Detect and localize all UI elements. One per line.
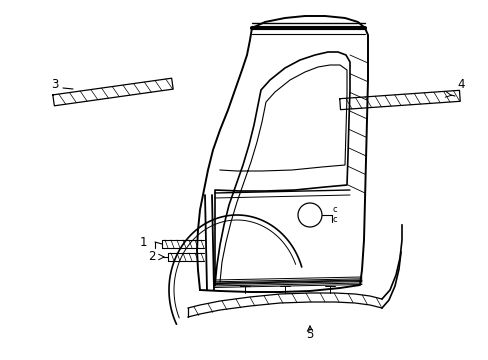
Text: 3: 3: [51, 77, 59, 90]
Text: 4: 4: [456, 77, 464, 90]
Text: c: c: [332, 206, 337, 215]
Text: 5: 5: [305, 328, 313, 342]
Text: 1: 1: [139, 235, 146, 248]
Text: 2: 2: [148, 249, 156, 262]
Text: c: c: [332, 216, 337, 225]
